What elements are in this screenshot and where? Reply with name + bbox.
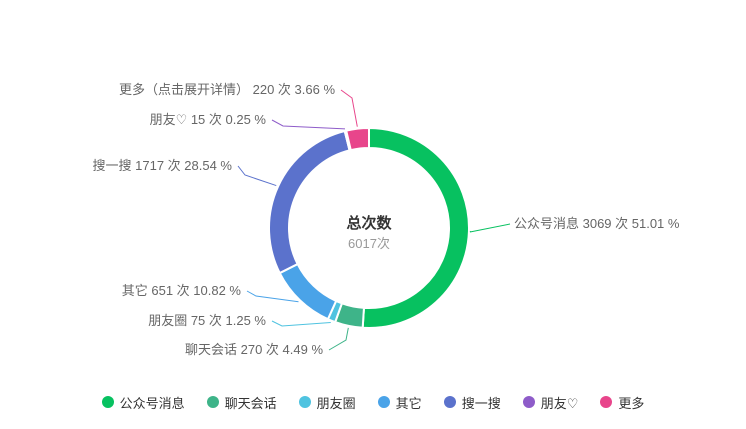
legend-label: 聊天会话 (224, 395, 277, 411)
legend-label: 搜一搜 (461, 395, 501, 411)
legend-dot-icon (377, 396, 390, 408)
legend-dot-icon (206, 396, 219, 408)
labels-layer: 公众号消息 3069 次 51.01 % 聊天会话 270 次 4.49 % 朋友圈… (93, 82, 680, 357)
leader-line-4 (237, 165, 277, 187)
legend-item-1[interactable]: 聊天会话 (206, 393, 277, 412)
legend-label: 公众号消息 (119, 395, 185, 411)
slice-4[interactable] (268, 129, 351, 275)
slice-6[interactable] (345, 126, 370, 152)
legend-item-6[interactable]: 更多 (600, 393, 644, 412)
leader-line-2 (271, 320, 331, 327)
legend-item-4[interactable]: 搜一搜 (443, 393, 501, 412)
slice-label-6: 更多（点击展开详情） 220 次 3.66 % (119, 82, 335, 97)
legend-label: 朋友圈 (316, 395, 356, 411)
legend-dot-icon (443, 396, 456, 408)
legend-dot-icon (101, 396, 114, 408)
leader-line-0 (469, 223, 511, 233)
legend-dot-icon (298, 396, 311, 408)
center-subtitle: 6017次 (348, 236, 390, 251)
legend-item-5[interactable]: 朋友♡ (522, 393, 579, 412)
slices-layer (268, 126, 470, 329)
legend-dot-icon (600, 396, 613, 408)
legend-label: 朋友♡ (540, 395, 579, 411)
legend-label: 其它 (395, 395, 422, 411)
slice-label-1: 聊天会话 270 次 4.49 % (185, 342, 323, 357)
legend-dot-icon (522, 396, 535, 408)
leader-line-1 (328, 327, 349, 351)
leader-line-6 (340, 89, 358, 127)
leader-line-3 (246, 290, 299, 303)
slice-label-0: 公众号消息 3069 次 51.01 % (514, 216, 680, 231)
slice-label-3: 其它 651 次 10.82 % (122, 283, 242, 298)
leader-line-5 (271, 119, 346, 130)
legend: 公众号消息 聊天会话 朋友圈 其它 搜一搜 朋友♡ 更多 (0, 391, 746, 413)
slice-label-2: 朋友圈 75 次 1.25 % (148, 313, 266, 328)
legend-item-3[interactable]: 其它 (377, 393, 422, 412)
legend-item-2[interactable]: 朋友圈 (298, 393, 356, 412)
legend-label: 更多 (618, 395, 645, 411)
slice-3[interactable] (278, 262, 338, 321)
center-title: 总次数 (346, 214, 392, 232)
legend-item-0[interactable]: 公众号消息 (101, 393, 185, 412)
slice-label-4: 搜一搜 1717 次 28.54 % (93, 158, 233, 173)
slice-label-5: 朋友♡ 15 次 0.25 % (150, 112, 267, 127)
